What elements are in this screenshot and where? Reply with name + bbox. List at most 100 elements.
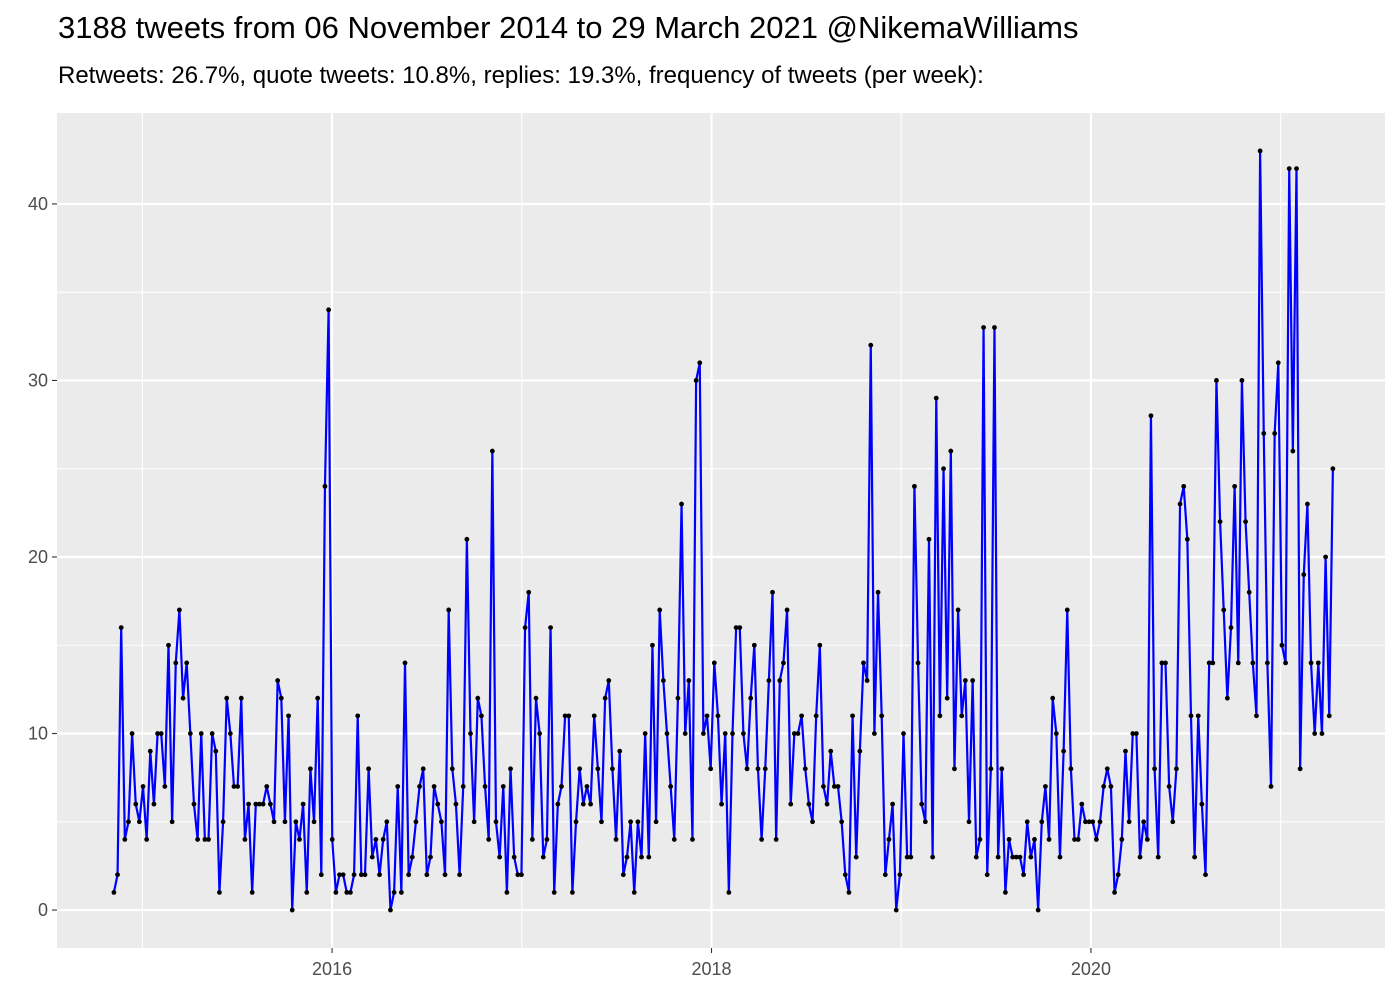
data-point (893, 907, 899, 913)
data-point (933, 395, 939, 401)
data-point (304, 889, 310, 895)
data-point (817, 642, 823, 648)
data-point (1079, 801, 1085, 807)
data-point (282, 819, 288, 825)
data-point (973, 854, 979, 860)
data-point (1315, 660, 1321, 666)
data-point (922, 819, 928, 825)
data-point (635, 819, 641, 825)
data-point (1115, 872, 1121, 878)
y-tick-label: 40 (28, 194, 48, 214)
data-point (1326, 713, 1332, 719)
data-point (620, 872, 626, 878)
data-point (650, 642, 655, 648)
data-point (184, 660, 190, 666)
data-point (1264, 660, 1270, 666)
data-point (362, 872, 368, 878)
data-point (591, 713, 597, 719)
data-point (1104, 766, 1110, 772)
data-point (1308, 660, 1314, 666)
data-point (1174, 766, 1179, 772)
data-point (537, 731, 543, 736)
series-line (112, 149, 1334, 912)
data-points (111, 148, 1336, 913)
data-point (1206, 660, 1212, 666)
data-point (493, 819, 499, 825)
data-point (912, 483, 917, 489)
data-point (861, 660, 866, 666)
data-point (322, 483, 328, 489)
data-point (468, 731, 473, 736)
data-point (380, 837, 386, 842)
data-point (1152, 766, 1157, 772)
data-point (1301, 572, 1307, 578)
data-point (420, 766, 426, 772)
chart-title: 3188 tweets from 06 November 2014 to 29 … (58, 10, 1079, 45)
data-point (1123, 748, 1128, 754)
data-point (846, 889, 852, 895)
data-point (613, 837, 619, 842)
data-point (162, 784, 168, 789)
data-point (1224, 695, 1230, 701)
data-point (1279, 642, 1285, 648)
data-point (1097, 819, 1103, 825)
data-point (1188, 713, 1194, 719)
data-point (802, 766, 808, 772)
data-point (966, 819, 972, 825)
data-point (580, 801, 586, 807)
data-point (318, 872, 324, 878)
data-point (617, 748, 623, 754)
data-point (977, 837, 983, 842)
data-point (944, 695, 950, 701)
data-point (417, 784, 422, 789)
data-point (1235, 660, 1241, 666)
data-point (475, 695, 481, 701)
data-point (329, 837, 335, 842)
data-point (551, 889, 557, 895)
data-point (737, 625, 743, 630)
data-point (660, 678, 666, 683)
data-point (955, 607, 961, 613)
data-point (249, 889, 255, 895)
data-point (529, 837, 535, 842)
data-point (187, 731, 193, 736)
data-point (602, 695, 608, 701)
data-point (1294, 166, 1299, 172)
data-point (791, 731, 797, 736)
data-point (129, 731, 135, 736)
data-point (682, 731, 688, 736)
data-point (544, 837, 550, 842)
plot-panel (57, 113, 1385, 948)
data-point (1068, 766, 1074, 772)
data-point (1195, 713, 1201, 719)
data-point (1239, 378, 1245, 383)
data-point (224, 695, 230, 701)
data-point (147, 748, 153, 754)
data-point (1257, 148, 1263, 154)
x-tick-label: 2018 (691, 959, 731, 979)
data-point (177, 607, 182, 613)
data-point (246, 801, 251, 807)
data-point (202, 837, 208, 842)
data-point (693, 378, 699, 383)
data-point (144, 837, 150, 842)
data-point (206, 837, 211, 842)
y-tick-label: 10 (28, 724, 48, 744)
data-point (1261, 431, 1267, 436)
data-point (1075, 837, 1081, 842)
data-point (1155, 854, 1161, 860)
data-point (657, 607, 663, 613)
data-point (220, 819, 226, 825)
data-point (777, 678, 783, 683)
data-point (675, 695, 681, 701)
data-point (1032, 837, 1037, 842)
data-point (369, 854, 375, 860)
data-point (293, 819, 299, 825)
data-point (1112, 889, 1117, 895)
data-point (526, 589, 532, 595)
data-point (810, 819, 815, 825)
data-point (788, 801, 794, 807)
data-point (1203, 872, 1208, 878)
data-point (253, 801, 259, 807)
data-point (1061, 748, 1067, 754)
